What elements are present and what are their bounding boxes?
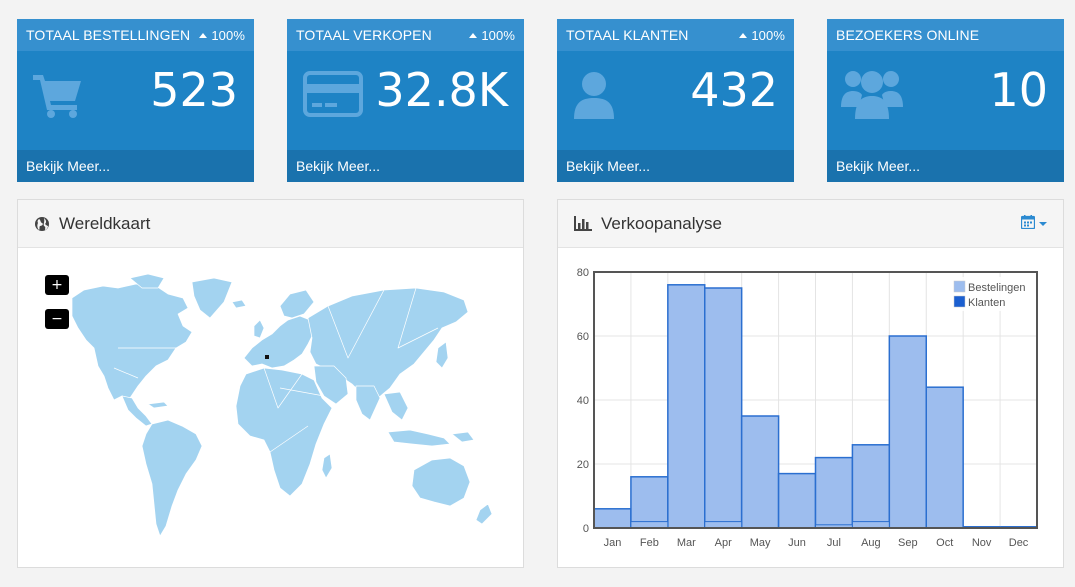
map-region-greenland <box>191 277 233 319</box>
map-marker[interactable] <box>265 355 269 359</box>
x-tick-label: May <box>750 537 771 549</box>
tile-header: Totaal Verkopen 100% <box>287 19 524 51</box>
bar-bestelingen <box>888 335 928 529</box>
sales-analysis-panel: Verkoopanalyse 0 20 40 60 80 Jan Feb Mar Apr May J… <box>557 199 1064 568</box>
tile-header: Totaal Bestellingen 100% <box>17 19 254 51</box>
x-tick-label: Sep <box>898 537 918 549</box>
bar-bestelingen <box>851 444 891 529</box>
legend-label: Klanten <box>968 297 1005 309</box>
x-tick-label: Feb <box>640 537 659 549</box>
legend-label: Bestelingen <box>968 282 1026 294</box>
bar-bestelingen <box>704 287 743 529</box>
x-tick-label: Aug <box>861 537 881 549</box>
credit-card-icon <box>303 71 363 122</box>
tile-percentage: 100% <box>199 28 245 43</box>
map-region-south-america <box>141 419 203 537</box>
date-range-dropdown[interactable] <box>1020 214 1047 234</box>
tile-percentage: 100% <box>469 28 515 43</box>
tile-title: Bezoekers Online <box>836 27 980 43</box>
view-more-link[interactable]: Bekijk Meer... <box>17 150 254 182</box>
users-icon <box>841 67 903 126</box>
world-map[interactable]: + − <box>18 248 523 568</box>
map-region-southeast-asia <box>383 391 409 421</box>
x-tick-label: Nov <box>972 537 992 549</box>
x-tick-label: Jun <box>788 537 806 549</box>
bar-bestelingen <box>925 386 964 529</box>
panel-title: Verkoopanalyse <box>601 213 722 233</box>
map-region-india <box>355 385 381 421</box>
map-region-north-america <box>71 283 193 401</box>
calendar-icon <box>1020 214 1036 234</box>
view-more-link[interactable]: Bekijk Meer... <box>287 150 524 182</box>
panel-header: Verkoopanalyse <box>558 200 1063 248</box>
panel-header: Wereldkaart <box>18 200 523 248</box>
caret-up-icon <box>739 32 748 38</box>
panel-title: Wereldkaart <box>59 213 151 233</box>
map-region-caribbean <box>147 401 169 409</box>
bar-chart-icon <box>574 216 592 231</box>
tile-value: 432 <box>690 63 778 117</box>
stat-tile-visitors: Bezoekers Online 10 Bekijk Meer... <box>827 19 1064 182</box>
stat-tile-sales: Totaal Verkopen 100% 32.8K Bekijk Meer..… <box>287 19 524 182</box>
tile-value: 32.8K <box>375 63 508 117</box>
tile-title: Totaal Klanten <box>566 27 689 43</box>
x-tick-label: Jan <box>604 537 622 549</box>
map-region-middle-east <box>313 365 349 405</box>
map-region-indonesia <box>387 429 451 447</box>
bar-bestelingen <box>777 472 817 529</box>
bar-bestelingen <box>740 415 780 529</box>
stat-tile-orders: Totaal Bestellingen 100% 523 Bekijk Meer… <box>17 19 254 182</box>
map-region-africa <box>235 367 333 497</box>
tile-value: 10 <box>989 63 1048 117</box>
tile-title: Totaal Verkopen <box>296 27 432 43</box>
map-region-europe <box>243 315 315 369</box>
tile-header: Totaal Klanten 100% <box>557 19 794 51</box>
map-region-australia <box>411 457 471 507</box>
x-tick-label: Jul <box>827 537 841 549</box>
tile-header: Bezoekers Online <box>827 19 1064 51</box>
y-tick-label: 80 <box>577 267 589 279</box>
y-tick-label: 40 <box>577 395 589 407</box>
stat-tile-customers: Totaal Klanten 100% 432 Bekijk Meer... <box>557 19 794 182</box>
caret-up-icon <box>469 32 478 38</box>
legend-swatch <box>953 280 966 293</box>
world-map-panel: Wereldkaart + − <box>17 199 524 568</box>
bar-bestelingen <box>667 284 706 529</box>
map-region-iceland <box>231 299 247 309</box>
view-more-link[interactable]: Bekijk Meer... <box>827 150 1064 182</box>
caret-up-icon <box>199 32 208 38</box>
y-tick-label: 0 <box>583 523 589 535</box>
user-icon <box>573 71 615 126</box>
zoom-in-button[interactable]: + <box>45 275 69 295</box>
chevron-down-icon <box>1039 221 1047 226</box>
x-tick-label: Apr <box>715 537 732 549</box>
world-map-svg <box>71 273 493 537</box>
globe-icon <box>34 216 50 232</box>
x-tick-label: Oct <box>936 537 953 549</box>
map-region-central-america <box>121 395 153 427</box>
y-tick-label: 60 <box>577 331 589 343</box>
zoom-out-button[interactable]: − <box>45 309 69 329</box>
bar-bestelingen <box>814 456 854 529</box>
tile-title: Totaal Bestellingen <box>26 27 191 43</box>
plot-frame <box>593 271 1038 529</box>
sales-bar-chart: 0 20 40 60 80 Jan Feb Mar Apr May Jun Jul Aug Sep Oct N… <box>577 267 1038 549</box>
map-region-new-zealand <box>475 503 493 525</box>
bar-bestelingen <box>630 476 669 529</box>
view-more-link[interactable]: Bekijk Meer... <box>557 150 794 182</box>
map-region-scandinavia <box>279 289 315 319</box>
bar-bestelingen <box>593 508 632 529</box>
map-region-arctic-islands <box>129 273 165 289</box>
map-region-madagascar <box>321 453 333 479</box>
x-tick-label: Mar <box>677 537 696 549</box>
shopping-cart-icon <box>31 69 85 124</box>
x-tick-label: Dec <box>1009 537 1029 549</box>
map-region-uk <box>253 319 265 339</box>
map-region-new-guinea <box>451 431 475 443</box>
y-tick-label: 20 <box>577 459 589 471</box>
legend-swatch <box>953 295 966 308</box>
tile-value: 523 <box>150 63 238 117</box>
tile-percentage: 100% <box>739 28 785 43</box>
map-region-japan <box>435 341 449 369</box>
